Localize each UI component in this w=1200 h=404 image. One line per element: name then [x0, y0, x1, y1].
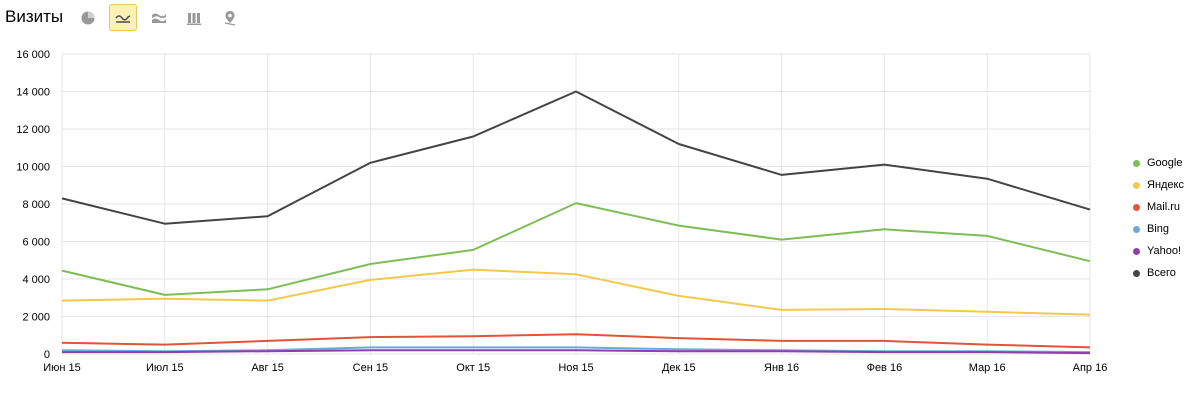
legend-label: Yahoo!	[1147, 245, 1182, 257]
map-icon	[224, 10, 236, 26]
legend-marker	[1133, 181, 1140, 189]
series	[61, 90, 1091, 355]
y-tick-label: 6 000	[22, 237, 50, 249]
bar-chart-button[interactable]	[180, 4, 208, 31]
area-chart-icon	[152, 13, 166, 23]
x-tick-label: Ноя 15	[558, 362, 593, 374]
series-line-1[interactable]	[61, 202, 1091, 296]
pie-chart-icon	[81, 11, 95, 24]
legend: Google Яндекс Mail.ru Bing Yahoo! Всего	[1133, 152, 1184, 284]
pie-chart-button[interactable]	[74, 4, 102, 31]
bar-chart-icon	[187, 12, 201, 25]
y-tick-label: 10 000	[16, 162, 50, 174]
y-tick-label: 2 000	[22, 312, 50, 324]
legend-marker	[1133, 269, 1140, 277]
chart-title: Визиты	[5, 7, 64, 26]
legend-item[interactable]: Bing	[1133, 218, 1184, 240]
axes: 0 2 000 4 000 6 000 8 000 10 000 12 000 14 000 1…	[16, 49, 1107, 374]
legend-label: Mail.ru	[1147, 201, 1181, 213]
area-chart-button[interactable]	[145, 4, 173, 31]
legend-item[interactable]: Google	[1133, 152, 1184, 174]
legend-item[interactable]: Mail.ru	[1133, 196, 1184, 218]
grid	[61, 53, 1091, 355]
y-tick-label: 4 000	[22, 274, 50, 286]
x-tick-label: Мар 16	[969, 362, 1006, 374]
line-chart: 0 2 000 4 000 6 000 8 000 10 000 12 000 14 000 1…	[16, 49, 1107, 374]
legend-label: Яндекс	[1147, 179, 1184, 191]
map-button[interactable]	[216, 4, 244, 31]
y-tick-label: 8 000	[22, 199, 50, 211]
x-tick-label: Авг 15	[251, 362, 283, 374]
series-line-5[interactable]	[62, 349, 1091, 355]
y-tick-label: 12 000	[16, 124, 50, 136]
line-chart-button[interactable]	[109, 4, 137, 31]
chart-header: Визиты	[0, 0, 1200, 36]
line-chart-icon	[115, 14, 131, 23]
x-tick-label: Сен 15	[353, 362, 388, 374]
x-tick-label: Фев 16	[867, 362, 903, 374]
legend-marker	[1133, 247, 1140, 255]
y-tick-label: 14 000	[16, 87, 50, 99]
y-tick-label: 16 000	[16, 49, 50, 61]
legend-label: Всего	[1147, 267, 1176, 279]
legend-label: Bing	[1147, 223, 1170, 235]
x-tick-label: Дек 15	[662, 362, 696, 374]
x-tick-label: Апр 16	[1073, 362, 1108, 374]
x-tick-label: Янв 16	[764, 362, 799, 374]
legend-item[interactable]: Yahoo!	[1133, 240, 1184, 262]
x-tick-label: Июн 15	[43, 362, 81, 374]
legend-marker	[1133, 159, 1140, 167]
legend-marker	[1133, 203, 1140, 211]
x-tick-label: Окт 15	[456, 362, 490, 374]
series-line-6[interactable]	[61, 90, 1091, 225]
legend-marker	[1133, 225, 1140, 233]
legend-item[interactable]: Всего	[1133, 262, 1184, 284]
series-line-2[interactable]	[61, 268, 1091, 316]
y-tick-label: 0	[44, 349, 50, 361]
legend-label: Google	[1147, 157, 1183, 169]
x-tick-label: Июл 15	[146, 362, 184, 374]
series-line-3[interactable]	[61, 333, 1091, 349]
legend-item[interactable]: Яндекс	[1133, 174, 1184, 196]
